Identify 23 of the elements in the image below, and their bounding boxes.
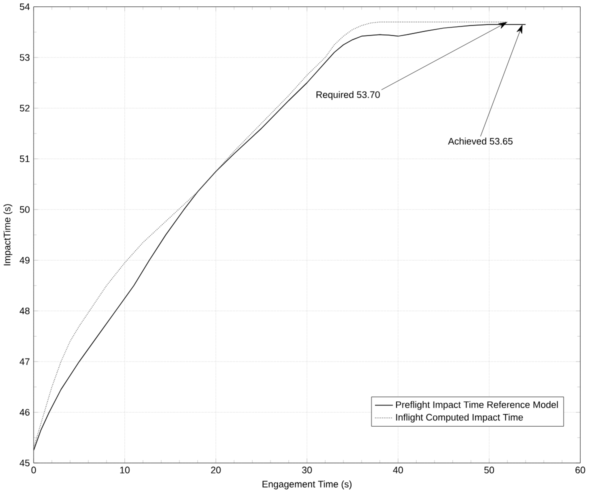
x-tick-label: 20: [211, 466, 221, 474]
y-tick-label: 48: [20, 308, 30, 314]
y-tick-label: 51: [20, 156, 30, 162]
x-tick-label: 50: [484, 466, 494, 474]
y-tick-label: 49: [20, 256, 30, 264]
y-tick-label: 46: [20, 409, 30, 416]
x-tick-label: 10: [120, 466, 130, 474]
x-tick-label: 30: [302, 466, 312, 474]
x-axis-title: Engagement Time (s): [262, 480, 352, 490]
x-tick-label: 60: [576, 466, 586, 474]
y-tick-label: 53: [20, 54, 30, 61]
legend-label: Preflight Impact Time Reference Model: [396, 401, 558, 410]
y-tick-label: 47: [20, 358, 30, 365]
legend-label: Inflight Computed Impact Time: [396, 414, 523, 423]
y-tick-label: 45: [20, 460, 30, 466]
x-tick-label: 40: [393, 466, 403, 474]
y-axis-title: ImpactTime (s): [3, 204, 12, 266]
x-tick-label: 0: [31, 466, 36, 474]
y-tick-label: 52: [20, 104, 30, 112]
y-tick-label: 54: [20, 4, 30, 10]
y-tick-label: 50: [20, 206, 30, 213]
annotation: Achieved 53.65: [448, 138, 513, 145]
annotation: Required 53.70: [316, 91, 380, 100]
